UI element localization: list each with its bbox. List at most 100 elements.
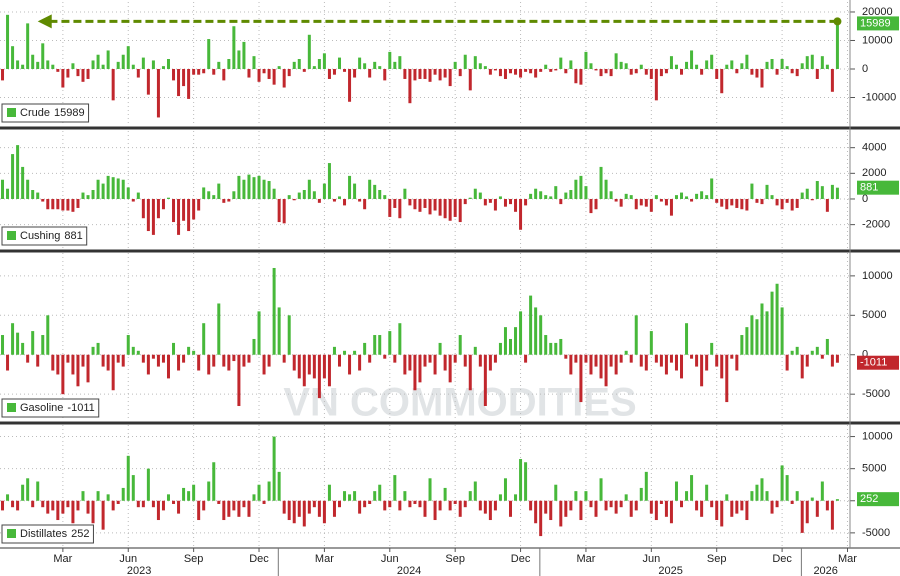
- bar: [805, 354, 809, 367]
- bar: [589, 500, 593, 508]
- bar: [710, 342, 714, 355]
- bar: [659, 354, 663, 367]
- bar: [549, 196, 553, 199]
- bar: [146, 68, 150, 95]
- bar: [262, 68, 266, 74]
- bar: [664, 500, 668, 517]
- bar: [207, 191, 211, 199]
- bar: [629, 195, 633, 199]
- bar: [720, 500, 724, 527]
- legend-box: [1, 226, 88, 246]
- bar: [31, 190, 35, 199]
- bar: [659, 68, 663, 77]
- bar: [91, 346, 95, 355]
- bar: [31, 54, 35, 69]
- bar: [121, 354, 125, 367]
- bar: [121, 179, 125, 199]
- bar: [307, 500, 311, 514]
- bar: [373, 335, 377, 355]
- bar: [182, 487, 186, 501]
- bar: [353, 183, 357, 199]
- bar: [695, 193, 699, 199]
- bar: [61, 198, 65, 211]
- bar: [398, 56, 402, 69]
- bar: [529, 68, 533, 74]
- bar: [579, 500, 583, 521]
- year-label: 2025: [658, 565, 682, 576]
- bar: [151, 60, 155, 69]
- bar: [634, 500, 638, 511]
- bar: [433, 68, 437, 75]
- legend: Gasoline -1011: [1, 398, 100, 418]
- bar: [26, 354, 30, 363]
- bar: [780, 307, 784, 355]
- bar: [262, 354, 266, 375]
- bar: [664, 198, 668, 206]
- bar: [187, 198, 191, 232]
- bar: [569, 60, 573, 69]
- bar: [428, 478, 432, 501]
- bar: [91, 500, 95, 524]
- bar: [76, 354, 80, 387]
- bar: [498, 494, 502, 501]
- bar: [705, 60, 709, 69]
- bar: [166, 354, 170, 379]
- bar: [197, 198, 201, 211]
- bar: [81, 491, 85, 501]
- bar: [690, 354, 694, 359]
- last-value-box: [857, 180, 899, 195]
- bar: [584, 51, 588, 69]
- bar: [524, 462, 528, 501]
- bar: [745, 500, 749, 521]
- bar: [654, 500, 658, 521]
- bar: [257, 484, 261, 501]
- bar: [720, 68, 724, 94]
- bar: [383, 354, 387, 359]
- bar: [81, 68, 85, 82]
- bar: [539, 68, 543, 72]
- bar: [317, 500, 321, 517]
- bar: [166, 197, 170, 199]
- bar: [599, 478, 603, 501]
- bar: [292, 198, 296, 201]
- bar: [61, 68, 65, 88]
- bar: [146, 468, 150, 501]
- bar: [292, 61, 296, 69]
- bar: [156, 354, 160, 367]
- bar: [669, 56, 673, 69]
- bar: [760, 68, 764, 88]
- bar: [685, 323, 689, 355]
- bar: [685, 491, 689, 501]
- bar: [232, 500, 236, 511]
- bar: [579, 354, 583, 403]
- bar: [121, 54, 125, 69]
- bar: [770, 500, 774, 514]
- bar: [735, 68, 739, 74]
- bar: [242, 41, 246, 69]
- bar: [715, 198, 719, 203]
- bar: [136, 500, 140, 508]
- bar: [312, 66, 316, 69]
- bar: [217, 183, 221, 199]
- bar: [31, 500, 35, 508]
- bar: [498, 68, 502, 77]
- bar: [644, 68, 648, 75]
- bar: [182, 354, 186, 363]
- bar: [101, 500, 105, 530]
- bar: [483, 500, 487, 514]
- bar: [524, 354, 528, 363]
- bar: [770, 59, 774, 69]
- bar: [483, 354, 487, 407]
- bar: [26, 23, 30, 69]
- bar: [624, 494, 628, 501]
- bar: [146, 354, 150, 375]
- bar: [267, 68, 271, 79]
- legend-swatch: [7, 403, 16, 412]
- bar: [735, 500, 739, 514]
- bar: [443, 487, 447, 501]
- bar: [413, 500, 417, 504]
- bar: [609, 191, 613, 199]
- bar: [86, 195, 90, 199]
- bar: [172, 68, 176, 81]
- bar: [227, 500, 231, 517]
